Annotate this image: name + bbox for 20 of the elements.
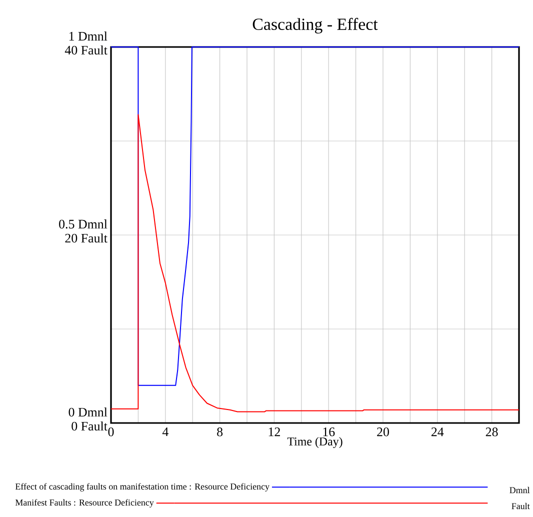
x-tick-label: 0 <box>108 428 114 436</box>
x-tick-label: 4 <box>162 428 168 436</box>
y-tick-label: 0.5 Dmnl <box>59 219 108 229</box>
legend-label: Manifest Faults : Resource Deficiency <box>15 499 154 508</box>
y2-tick-label: 0 Fault <box>72 421 108 431</box>
y-tick-label: 0 Dmnl <box>68 407 108 417</box>
x-tick-label: 16 <box>323 428 335 436</box>
x-tick-label: 20 <box>377 428 389 436</box>
x-tick-label: 28 <box>486 428 498 436</box>
x-axis-title: Time (Day) <box>287 437 342 448</box>
y-tick-label: 1 Dmnl <box>69 31 108 41</box>
text: Dmnl <box>510 486 530 494</box>
y2-tick-label: 20 Fault <box>65 233 108 243</box>
text: Fault <box>512 502 530 510</box>
y2-tick-label: 40 Fault <box>64 45 108 55</box>
chart-title: Cascading - Effect <box>252 18 378 34</box>
x-tick-label: 24 <box>431 428 444 436</box>
x-tick-label: 12 <box>268 428 280 436</box>
x-tick-label: 8 <box>217 428 223 436</box>
legend-label: Effect of cascading faults on manifestation time : Resource Deficiency <box>15 483 270 492</box>
